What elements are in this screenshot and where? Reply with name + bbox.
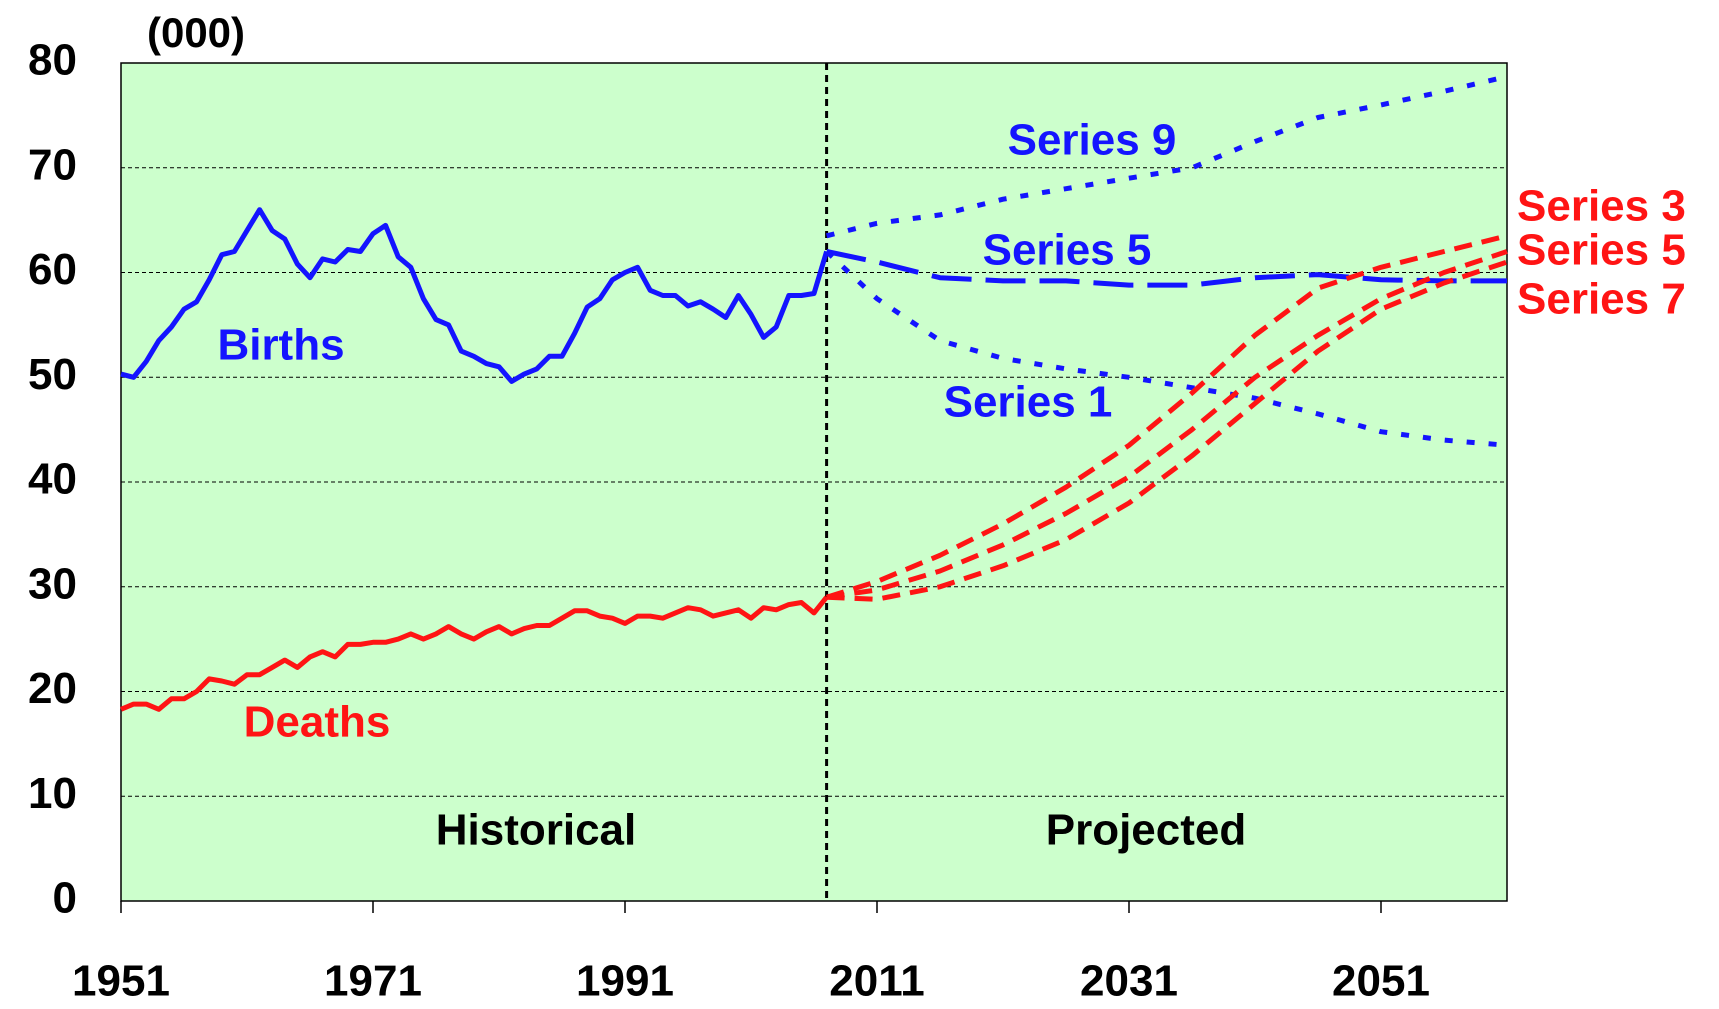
x-tick-label: 1951 [72,957,170,1006]
x-tick-label: 1991 [576,957,674,1006]
series-label: Series 1 [944,378,1113,427]
y-tick-label: 40 [28,455,77,504]
annotation: Historical [436,806,637,855]
unit-label: (000) [147,9,245,56]
series-label: Series 3 [1517,182,1686,231]
y-tick-label: 60 [28,245,77,294]
x-tick-label: 2051 [1332,957,1430,1006]
annotation: Projected [1046,806,1247,855]
series-label: Series 7 [1517,275,1686,324]
series-label: Series 5 [983,226,1152,275]
series-label: Series 5 [1517,226,1686,275]
y-tick-label: 0 [53,874,77,923]
y-tick-label: 70 [28,140,77,189]
y-tick-label: 20 [28,664,77,713]
series-label: Births [217,321,344,370]
series-line [826,249,1508,600]
x-tick-label: 2031 [1080,957,1178,1006]
series-line [824,249,1508,448]
x-tick-label: 2011 [829,957,924,1006]
y-tick-label: 30 [28,559,77,608]
series-label: Deaths [244,698,391,747]
series-label: Series 9 [1008,116,1177,165]
x-tick-label: 1971 [324,957,422,1006]
series-line [825,233,1508,600]
y-tick-label: 10 [28,769,77,818]
series-line [120,595,829,712]
series-line [826,249,1507,288]
series-line [120,207,829,384]
y-tick-label: 80 [28,36,77,85]
series-line [826,259,1508,602]
y-tick-label: 50 [28,350,77,399]
